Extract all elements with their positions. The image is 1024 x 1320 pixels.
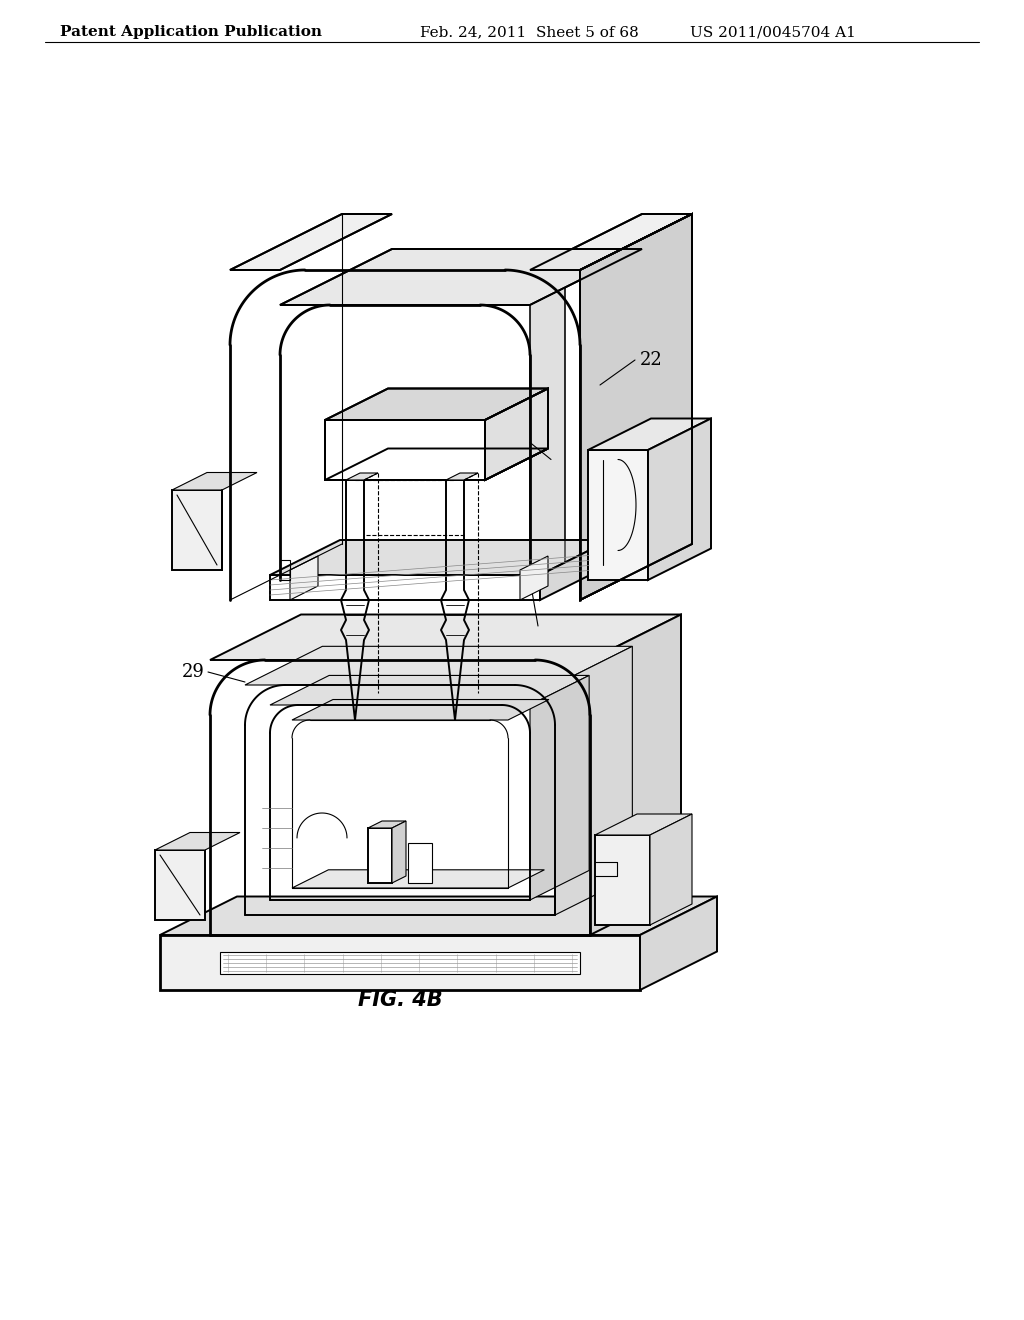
- Polygon shape: [540, 540, 610, 601]
- Polygon shape: [270, 540, 610, 576]
- Polygon shape: [530, 288, 565, 579]
- Polygon shape: [595, 814, 692, 836]
- Polygon shape: [590, 615, 681, 935]
- Text: 22: 22: [640, 351, 663, 370]
- Polygon shape: [580, 214, 692, 601]
- Polygon shape: [155, 833, 240, 850]
- Text: US 2011/0045704 A1: US 2011/0045704 A1: [690, 25, 856, 40]
- Polygon shape: [172, 490, 222, 570]
- Polygon shape: [555, 647, 633, 915]
- Polygon shape: [408, 843, 432, 883]
- Polygon shape: [368, 828, 392, 883]
- Polygon shape: [648, 418, 711, 579]
- Polygon shape: [292, 870, 545, 888]
- Polygon shape: [270, 676, 589, 705]
- Polygon shape: [230, 214, 392, 271]
- Polygon shape: [595, 836, 650, 925]
- Polygon shape: [580, 214, 692, 601]
- Text: Patent Application Publication: Patent Application Publication: [60, 25, 322, 40]
- Polygon shape: [290, 556, 318, 601]
- Polygon shape: [530, 214, 692, 271]
- Polygon shape: [368, 821, 406, 828]
- Polygon shape: [172, 473, 257, 490]
- Polygon shape: [292, 700, 549, 719]
- Polygon shape: [485, 388, 548, 480]
- Polygon shape: [588, 450, 648, 579]
- Polygon shape: [325, 388, 548, 420]
- Polygon shape: [160, 896, 717, 935]
- Polygon shape: [520, 556, 548, 601]
- Polygon shape: [270, 576, 540, 601]
- Polygon shape: [650, 814, 692, 925]
- Polygon shape: [155, 850, 205, 920]
- Polygon shape: [280, 249, 642, 305]
- Polygon shape: [640, 896, 717, 990]
- Text: 29: 29: [182, 663, 205, 681]
- Polygon shape: [160, 935, 640, 990]
- Polygon shape: [446, 473, 478, 480]
- Polygon shape: [346, 473, 378, 480]
- Polygon shape: [325, 449, 548, 480]
- Text: Feb. 24, 2011  Sheet 5 of 68: Feb. 24, 2011 Sheet 5 of 68: [420, 25, 639, 40]
- Polygon shape: [210, 615, 681, 660]
- Polygon shape: [530, 676, 589, 900]
- Text: FIG. 4B: FIG. 4B: [357, 990, 442, 1010]
- Polygon shape: [325, 420, 485, 480]
- Polygon shape: [392, 821, 406, 883]
- Polygon shape: [220, 952, 580, 974]
- Polygon shape: [588, 418, 711, 450]
- Polygon shape: [245, 647, 633, 685]
